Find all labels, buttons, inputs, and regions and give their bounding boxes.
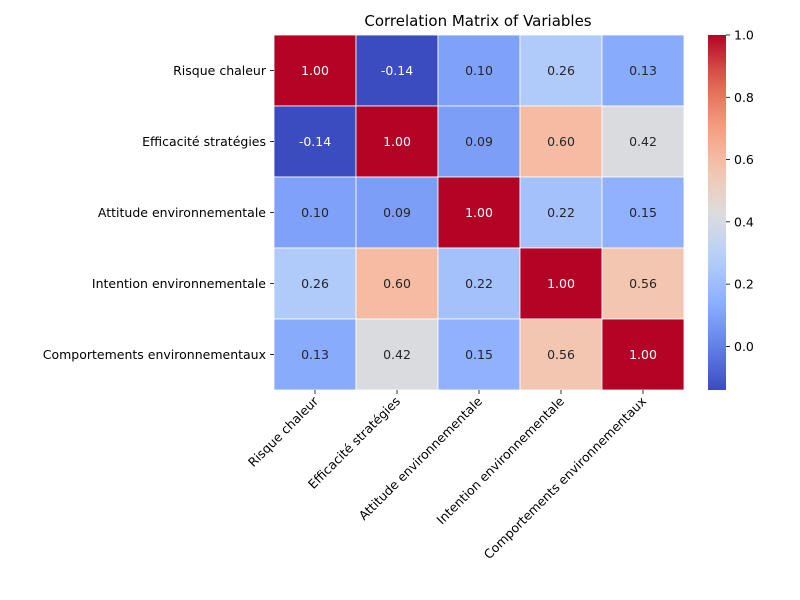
cell-value-label: 0.42 (629, 134, 657, 149)
cell-value-label: 0.10 (301, 205, 329, 220)
colorbar-tick-label: 0.0 (734, 339, 754, 354)
cell-value-label: 0.09 (465, 134, 493, 149)
heatmap-cell (601, 34, 685, 107)
heatmap-cell (519, 247, 603, 320)
colorbar-tick-label: 0.4 (734, 214, 754, 229)
column-tick-label: Efficacité stratégies (305, 394, 403, 492)
colorbar-tick-label: 0.2 (734, 277, 754, 292)
cell-value-label: 0.13 (301, 347, 329, 362)
cell-value-label: 0.22 (547, 205, 575, 220)
heatmap-cell (355, 34, 439, 107)
colorbar-tick-label: 1.0 (734, 28, 754, 43)
row-tick-label: Comportements environnementaux (43, 347, 266, 362)
row-tick-labels: Risque chaleur Efficacité stratégies Attit… (43, 63, 274, 362)
heatmap-cell (437, 176, 521, 249)
heatmap-cell (437, 247, 521, 320)
cell-value-label: 0.56 (629, 276, 657, 291)
heatmap-cell (355, 176, 439, 249)
cell-value-label: 0.56 (547, 347, 575, 362)
cell-value-label: 0.13 (629, 63, 657, 78)
heatmap-cell (437, 34, 521, 107)
row-tick-label: Intention environnementale (92, 276, 266, 291)
colorbar-tick-label: 0.8 (734, 90, 754, 105)
cell-value-label: 0.60 (547, 134, 575, 149)
cell-value-label: 1.00 (301, 63, 329, 78)
cell-value-label: 0.09 (383, 205, 411, 220)
cell-value-label: 1.00 (465, 205, 493, 220)
column-tick-label: Risque chaleur (245, 393, 322, 470)
cell-value-label: 0.10 (465, 63, 493, 78)
heatmap-cell (601, 247, 685, 320)
heatmap-cells: 1.00 -0.14 0.10 0.26 0.13 -0.14 1.00 0.09 0.60 0.… (273, 34, 685, 391)
cell-value-label: 0.60 (383, 276, 411, 291)
colorbar: 0.0 0.2 0.4 0.6 0.8 1.0 (708, 28, 754, 390)
heatmap-cell (273, 34, 357, 107)
heatmap-cell (437, 318, 521, 391)
heatmap-cell (601, 176, 685, 249)
row-tick-label: Attitude environnementale (98, 205, 266, 220)
heatmap-cell (601, 105, 685, 178)
row-tick-label: Risque chaleur (173, 63, 267, 78)
heatmap-cell (437, 105, 521, 178)
chart-title: Correlation Matrix of Variables (364, 12, 591, 30)
cell-value-label: 0.15 (465, 347, 493, 362)
cell-value-label: 0.15 (629, 205, 657, 220)
cell-value-label: 0.22 (465, 276, 493, 291)
cell-value-label: -0.14 (381, 63, 413, 78)
heatmap-cell (519, 176, 603, 249)
colorbar-tick-label: 0.6 (734, 152, 754, 167)
heatmap-cell (601, 318, 685, 391)
cell-value-label: -0.14 (299, 134, 331, 149)
heatmap-cell (273, 318, 357, 391)
column-tick-label: Comportements environnementaux (481, 394, 649, 562)
cell-value-label: 1.00 (629, 347, 657, 362)
heatmap-cell (355, 318, 439, 391)
heatmap-cell (519, 34, 603, 107)
row-tick-label: Efficacité stratégies (142, 134, 266, 149)
cell-value-label: 0.26 (301, 276, 329, 291)
cell-value-label: 1.00 (547, 276, 575, 291)
cell-value-label: 1.00 (383, 134, 411, 149)
heatmap-cell (273, 105, 357, 178)
cell-value-label: 0.42 (383, 347, 411, 362)
colorbar-gradient (708, 35, 726, 390)
heatmap-cell (355, 247, 439, 320)
cell-value-label: 0.26 (547, 63, 575, 78)
